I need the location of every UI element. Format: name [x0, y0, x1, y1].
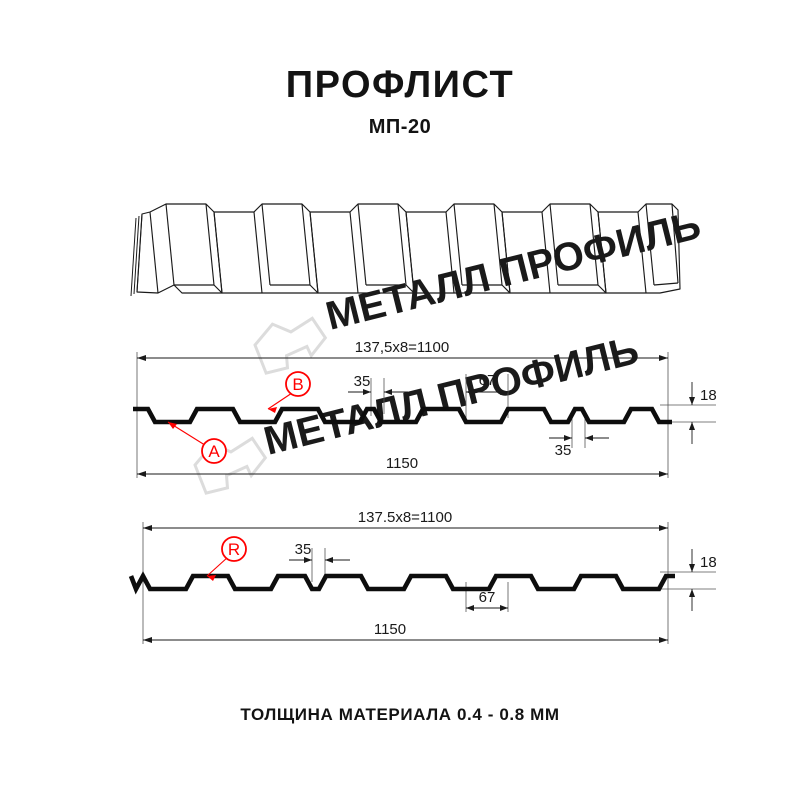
cross-section-top: 137,5x8=1100 1150 35 67 — [133, 339, 717, 478]
callout-a-label: A — [208, 442, 220, 461]
dim-total-top: 1150 — [137, 455, 668, 477]
dim-rib-bottom-section: 35 — [289, 541, 350, 563]
callout-b-label: B — [292, 375, 303, 394]
isometric-profile-view — [130, 203, 681, 297]
dim-height-bottom-label: 18 — [700, 554, 717, 571]
dim-pitch-top-label: 137,5x8=1100 — [355, 339, 449, 356]
dim-valley-top: 67 — [466, 372, 508, 395]
dim-height-top: 18 — [689, 382, 717, 444]
brand-logo-icon — [253, 316, 328, 375]
dim-pitch-top: 137,5x8=1100 — [137, 339, 668, 361]
callout-b: B — [267, 371, 311, 413]
brand-logo-icon — [193, 436, 268, 495]
callout-r: R — [206, 536, 247, 581]
dim-valley-top-label: 67 — [479, 372, 496, 389]
dim-valley-bottom: 67 — [466, 589, 508, 611]
dim-rib-bottom-label: 35 — [555, 442, 572, 459]
profile-outline-top — [133, 406, 672, 425]
dim-valley-bottom-label: 67 — [479, 589, 496, 606]
dim-rib-bottom-section-label: 35 — [295, 541, 312, 558]
dim-height-top-label: 18 — [700, 387, 717, 404]
cross-section-bottom: 137.5x8=1100 1150 35 67 — [128, 509, 717, 644]
dim-pitch-bottom: 137.5x8=1100 — [143, 509, 668, 531]
profile-outline-bottom — [128, 571, 675, 595]
dim-pitch-bottom-label: 137.5x8=1100 — [358, 509, 452, 526]
dim-height-bottom: 18 — [689, 549, 717, 611]
callout-a: A — [167, 421, 227, 464]
dim-total-bottom: 1150 — [143, 621, 668, 643]
dim-rib-top-label: 35 — [354, 373, 371, 390]
dim-total-bottom-label: 1150 — [374, 621, 406, 638]
callout-r-label: R — [228, 540, 240, 559]
iso-ribs — [136, 203, 681, 294]
dim-rib-bottom: 35 — [549, 435, 609, 459]
dim-rib-top: 35 — [348, 373, 408, 395]
dim-total-top-label: 1150 — [386, 455, 418, 472]
